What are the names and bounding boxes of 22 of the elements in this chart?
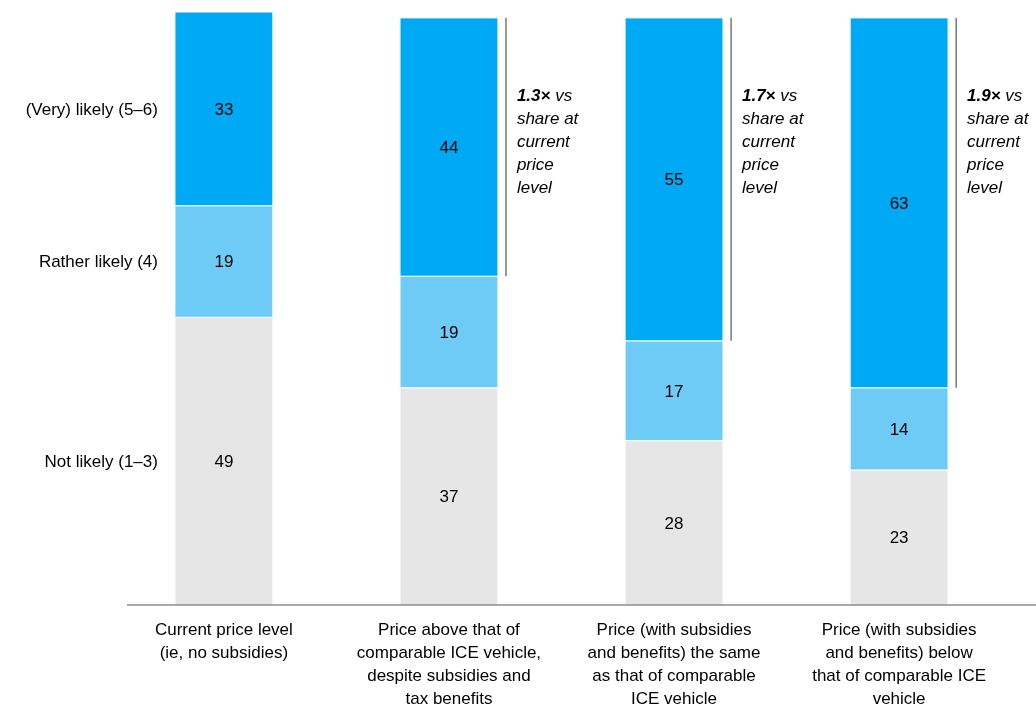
series-label: Rather likely (4) (38, 252, 158, 272)
series-label: Not likely (1–3) (44, 452, 158, 472)
data-label: 23 (889, 528, 909, 548)
data-label: 19 (439, 322, 459, 342)
data-label: 19 (214, 252, 234, 272)
x-tick-label: Price (with subsidies and benefits) the same as that of comparable ICE vehicle (587, 620, 761, 708)
annotation: 1.9× vs share at current price level (966, 86, 1030, 197)
data-label: 33 (214, 99, 234, 119)
data-label: 49 (214, 452, 234, 472)
annotation: 1.7× vs share at current price level (740, 86, 805, 197)
series-label: (Very) likely (5–6) (25, 99, 158, 119)
x-tick-label: Price above that of comparable ICE vehicle, despite subsidies and tax benefits (356, 620, 542, 708)
data-label: 55 (664, 170, 684, 190)
annotation: 1.3× vs share at current price level (515, 86, 580, 197)
data-label: 37 (439, 487, 459, 507)
data-label: 63 (889, 193, 909, 213)
data-label: 14 (889, 419, 909, 439)
data-label: 44 (439, 137, 459, 157)
x-tick-label: Current price level (ie, no subsidies) (154, 620, 293, 662)
data-label: 28 (664, 513, 684, 533)
x-tick-label: Price (with subsidies and benefits) below that of comparable ICE vehicle (812, 620, 987, 708)
data-label: 17 (664, 381, 684, 401)
